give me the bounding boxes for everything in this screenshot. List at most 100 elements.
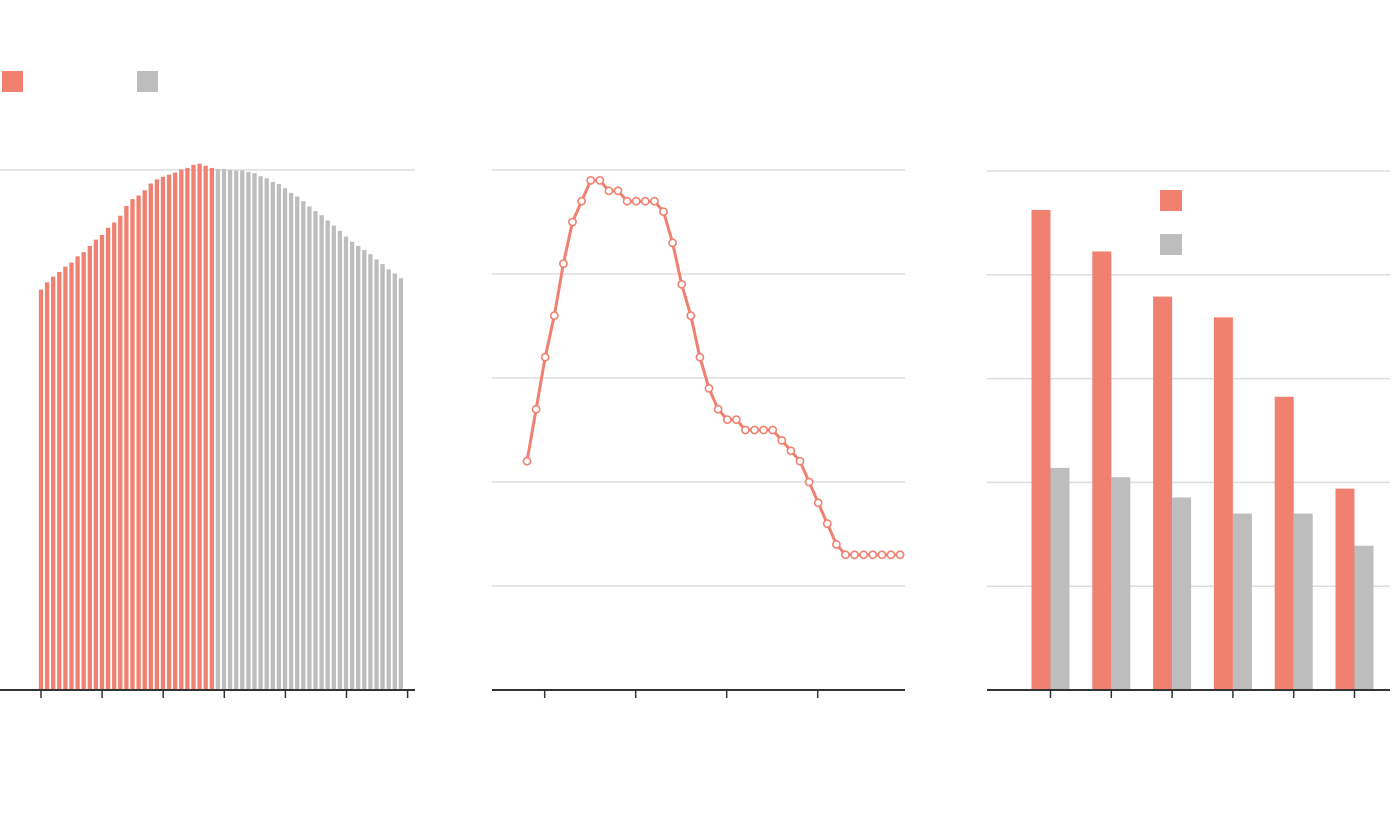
bar xyxy=(343,236,349,690)
data-point xyxy=(850,550,859,560)
data-point xyxy=(695,352,705,362)
bar xyxy=(1232,513,1252,690)
bar xyxy=(38,289,44,690)
bar xyxy=(160,176,166,690)
bar xyxy=(1153,296,1173,690)
legend-swatch xyxy=(2,71,23,92)
line-chart-middle xyxy=(492,169,905,698)
bar xyxy=(179,169,184,691)
bar xyxy=(258,176,263,691)
bar-chart-left xyxy=(0,71,415,698)
data-point xyxy=(531,404,541,414)
bar xyxy=(51,276,56,690)
bar xyxy=(1111,477,1131,690)
data-point xyxy=(750,425,759,435)
bar xyxy=(221,168,227,690)
bar xyxy=(215,168,221,690)
data-point xyxy=(613,186,623,196)
bar xyxy=(69,262,74,690)
bar xyxy=(1172,497,1192,690)
data-point xyxy=(804,477,814,487)
bar xyxy=(349,241,355,690)
data-point xyxy=(540,352,550,362)
data-point xyxy=(886,550,896,560)
bar xyxy=(1213,317,1233,690)
bar xyxy=(276,184,282,691)
data-point xyxy=(832,540,841,549)
bar xyxy=(209,167,214,691)
bar xyxy=(75,256,80,690)
legend-swatch xyxy=(137,71,158,92)
data-point xyxy=(704,383,714,393)
data-point xyxy=(868,550,878,560)
bar xyxy=(105,227,111,690)
bar xyxy=(136,195,141,691)
data-point xyxy=(859,550,869,560)
bar xyxy=(392,273,397,690)
bar xyxy=(264,178,269,690)
bar xyxy=(1031,209,1051,691)
bar xyxy=(380,264,385,690)
bar xyxy=(1335,488,1355,690)
bar xyxy=(368,254,373,691)
series-line xyxy=(525,178,901,557)
data-point xyxy=(731,415,741,424)
data-point xyxy=(786,446,796,456)
bar xyxy=(1293,513,1313,690)
data-point xyxy=(595,175,605,185)
data-point xyxy=(549,311,559,320)
bar xyxy=(356,245,361,691)
bar xyxy=(185,167,190,691)
bar xyxy=(270,181,275,690)
data-point xyxy=(813,498,823,508)
data-point xyxy=(640,196,650,206)
bar xyxy=(234,170,239,690)
data-point xyxy=(604,186,614,196)
bar xyxy=(386,269,391,690)
bar xyxy=(1092,251,1112,690)
bar xyxy=(173,172,178,691)
bar xyxy=(240,170,245,690)
bar xyxy=(313,211,318,690)
bar xyxy=(130,199,135,690)
bar xyxy=(118,215,123,690)
legend-swatch xyxy=(1160,190,1182,211)
data-point xyxy=(877,550,887,560)
data-point xyxy=(795,456,805,466)
data-point xyxy=(686,311,696,320)
data-point xyxy=(577,196,586,206)
data-point xyxy=(568,217,577,227)
bar xyxy=(362,250,367,690)
data-point xyxy=(559,259,568,268)
bar xyxy=(246,172,251,690)
data-point xyxy=(650,196,659,206)
bar xyxy=(154,179,160,691)
bar xyxy=(148,183,153,690)
bar xyxy=(44,282,50,690)
bar xyxy=(252,173,257,690)
bar xyxy=(288,192,294,690)
bar xyxy=(124,205,129,690)
data-point xyxy=(768,425,778,435)
data-point xyxy=(713,404,723,414)
data-point xyxy=(822,519,832,528)
data-point xyxy=(741,425,750,435)
bar xyxy=(93,239,99,690)
bar xyxy=(1354,545,1374,690)
bar xyxy=(99,235,105,690)
bar xyxy=(325,220,330,690)
bar xyxy=(331,225,336,690)
data-point xyxy=(722,415,732,424)
bar xyxy=(197,163,202,690)
bar xyxy=(87,245,92,691)
data-point xyxy=(895,550,905,560)
bar xyxy=(295,196,300,690)
data-point xyxy=(677,279,687,289)
bar xyxy=(319,215,324,691)
bar xyxy=(227,170,233,690)
data-point xyxy=(659,207,668,216)
bar xyxy=(166,174,172,690)
legend-swatch xyxy=(1160,234,1182,255)
bar xyxy=(337,230,343,690)
